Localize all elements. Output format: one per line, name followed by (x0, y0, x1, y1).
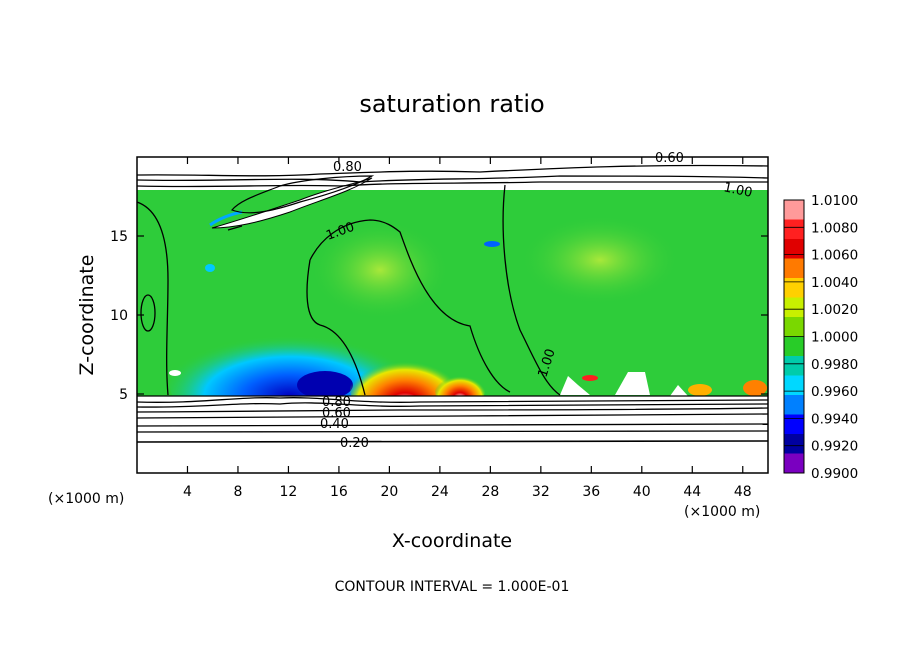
x-tick-label: 48 (734, 484, 752, 500)
x-axis: 4 8 12 16 20 24 28 32 36 40 44 48 (183, 157, 752, 500)
colorbar-swatch (784, 317, 804, 337)
contour-lines (137, 164, 768, 443)
chart-title: saturation ratio (359, 90, 544, 118)
colorbar-level-label: 1.0000 (811, 330, 858, 346)
colorbar-level-label: 0.9900 (811, 466, 858, 482)
x-tick-label: 44 (683, 484, 701, 500)
colorbar-swatch (784, 395, 804, 415)
contour-label: 0.20 (340, 436, 369, 451)
colorbar-level-label: 0.9940 (811, 411, 858, 427)
colorbar: 1.0100 1.0080 1.0060 1.0040 1.0020 1.0000 0.99… (783, 193, 858, 482)
colorbar-swatch (784, 258, 804, 279)
light-patch (310, 220, 450, 320)
x-tick-label: 8 (233, 484, 242, 500)
x-tick-label: 28 (481, 484, 499, 500)
colorbar-level-label: 1.0020 (811, 302, 858, 318)
clear-patch (560, 376, 590, 395)
colorbar-level-label: 0.9960 (811, 384, 858, 400)
contour-label: 1.00 (722, 180, 753, 201)
colorbar-swatch (784, 434, 804, 454)
subcloud-region (137, 396, 768, 473)
dry-patch (380, 172, 416, 184)
colorbar-swatch (784, 356, 804, 376)
dry-fringe (205, 264, 215, 272)
colorbar-level-label: 0.9920 (811, 439, 858, 455)
x-axis-label: X-coordinate (392, 530, 512, 552)
y-tick-label: 15 (110, 229, 128, 245)
dry-patch (484, 241, 500, 247)
x-tick-label: 20 (380, 484, 398, 500)
x-tick-label: 36 (582, 484, 600, 500)
contour-interval-note: CONTOUR INTERVAL = 1.000E-01 (335, 579, 570, 595)
colorbar-level-label: 0.9980 (811, 357, 858, 373)
x-tick-label: 4 (183, 484, 192, 500)
supersaturated-spot (688, 384, 712, 396)
x-tick-label: 24 (431, 484, 449, 500)
supersaturated-spot (582, 375, 598, 381)
x-unit-label: (×1000 m) (48, 491, 124, 507)
clear-patch (615, 372, 650, 395)
y-tick-label: 10 (110, 308, 128, 324)
colorbar-swatch (784, 297, 804, 318)
colorbar-swatch (784, 414, 804, 435)
contour-label: 0.60 (655, 151, 684, 166)
colorbar-swatch (784, 375, 804, 396)
subsaturated-core (297, 371, 353, 399)
y-axis: 5 10 15 (110, 229, 768, 403)
supersaturated-spot (743, 380, 767, 396)
x-tick-label: 12 (280, 484, 298, 500)
contour-label: 0.80 (333, 160, 362, 175)
x-tick-label: 40 (633, 484, 651, 500)
colorbar-level-label: 1.0100 (811, 193, 858, 209)
colorbar-level-label: 1.0040 (811, 275, 858, 291)
x-tick-label: 32 (532, 484, 550, 500)
colorbar-swatch (784, 453, 804, 474)
colorbar-level-label: 1.0080 (811, 220, 858, 236)
contour-label: 0.40 (320, 417, 349, 432)
colorbar-level-label: 1.0060 (811, 248, 858, 264)
y-tick-label: 5 (119, 387, 128, 403)
clear-patch (169, 370, 181, 376)
light-patch (520, 215, 680, 305)
x-tick-label: 16 (330, 484, 348, 500)
colorbar-swatch (784, 200, 804, 220)
contour-label: 0.60 (322, 406, 351, 421)
colorbar-swatch (784, 278, 804, 298)
x-unit-label-right: (×1000 m) (684, 504, 760, 520)
field-area (137, 157, 768, 473)
clear-patch (670, 385, 688, 396)
contour-label: 0.80 (322, 395, 351, 410)
colorbar-swatch (784, 239, 804, 259)
y-axis-label: Z-coordinate (76, 255, 98, 376)
colorbar-swatch (784, 336, 804, 357)
colorbar-swatch (784, 219, 804, 240)
